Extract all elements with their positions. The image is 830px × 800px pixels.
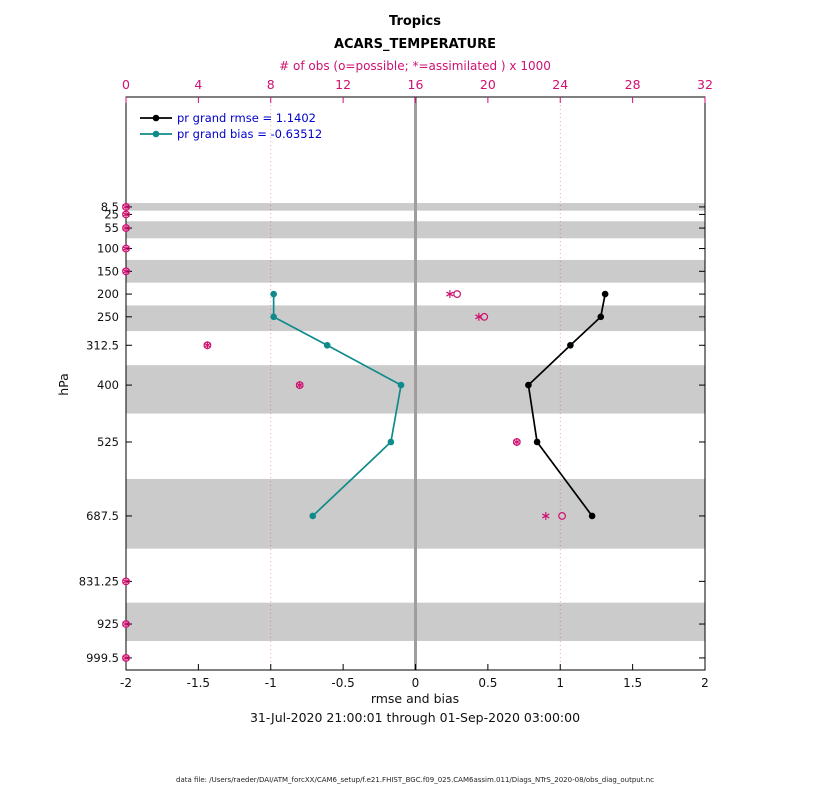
obs-assimilated-marker: [122, 246, 130, 252]
bias-point: [270, 313, 277, 321]
rmse-point: [601, 290, 609, 298]
obs-tick-label: 16: [408, 77, 424, 92]
x-tick-label: 0.5: [478, 676, 497, 690]
obs-assimilated-marker: [295, 382, 304, 388]
y-tick-label: 150: [97, 264, 119, 278]
obs-assimilated-marker: [542, 513, 550, 519]
rmse-point: [533, 438, 541, 446]
y-tick-label: 687.5: [86, 509, 119, 523]
obs-assimilated-marker: [122, 621, 130, 627]
obs-possible-marker: [453, 290, 462, 298]
y-tick-label: 831.25: [79, 574, 119, 588]
y-tick-label: 999.5: [86, 651, 119, 665]
obs-assimilated-marker: [122, 578, 130, 584]
bias-point: [270, 290, 277, 298]
obs-assimilated-marker: [122, 655, 130, 661]
bias-point: [323, 341, 331, 349]
obs-tick-label: 4: [194, 77, 202, 92]
obs-tick-label: 8: [267, 77, 275, 92]
y-tick-label: 250: [97, 310, 119, 324]
date-range-text: 31-Jul-2020 21:00:01 through 01-Sep-2020…: [249, 710, 581, 725]
x-tick-label: 2: [701, 676, 709, 690]
bias-line: [272, 294, 402, 517]
x-tick-label: 1: [556, 676, 564, 690]
obs-tick-label: 28: [625, 77, 641, 92]
bias-point: [309, 512, 317, 520]
plot-subtitle: ACARS_TEMPERATURE: [333, 37, 496, 52]
legend-label: pr grand rmse = 1.1402: [177, 111, 316, 125]
y-tick-label: 8.5: [101, 200, 119, 214]
y-tick-label: 525: [97, 435, 119, 449]
obs-assimilated-marker: [122, 211, 130, 217]
rmse-line: [527, 293, 606, 517]
obs-tick-label: 0: [122, 77, 130, 92]
y-tick-label: 925: [97, 617, 119, 631]
y-tick-label: 25: [104, 207, 119, 221]
x-tick-label: -1: [265, 676, 277, 690]
obs-assimilated-marker: [513, 439, 521, 445]
obs-assimilated-marker: [122, 225, 130, 231]
obs-assimilated-marker: [475, 314, 483, 320]
y-tick-label: 400: [97, 378, 119, 392]
obs-assimilated-marker: [203, 342, 212, 348]
y-tick-label: 55: [104, 221, 119, 235]
x-tick-label: 0: [412, 676, 420, 690]
x-tick-label: -1.5: [187, 676, 210, 690]
bias-point: [397, 381, 405, 389]
rmse-bias-axis-title: rmse and bias: [370, 691, 460, 706]
rmse-point: [588, 512, 596, 520]
obs-assimilated-marker: [446, 291, 454, 297]
obs-possible-marker: [480, 312, 489, 321]
obs-tick-label: 12: [335, 77, 351, 92]
obs-tick-label: 24: [552, 77, 568, 92]
legend-label: pr grand bias = -0.63512: [177, 127, 322, 141]
y-tick-label: 200: [97, 287, 119, 301]
bias-point: [387, 438, 395, 446]
x-tick-label: -0.5: [331, 676, 354, 690]
obs-assimilated-marker: [122, 204, 130, 210]
legend-marker: [152, 114, 160, 122]
rmse-point: [597, 313, 605, 321]
rmse-point: [525, 381, 532, 389]
obs-tick-label: 32: [697, 77, 713, 92]
y-tick-label: 100: [97, 242, 119, 256]
y-tick-label: 312.5: [86, 338, 119, 352]
x-tick-label: -2: [120, 676, 132, 690]
x-tick-label: 1.5: [623, 676, 642, 690]
plot-title: Tropics: [389, 14, 441, 29]
rmse-point: [567, 341, 574, 349]
obs-tick-label: 20: [480, 77, 496, 92]
obs-assimilated-marker: [122, 268, 130, 274]
data-file-footnote: data file: /Users/raeder/DAI/ATM_forcXX/…: [176, 776, 654, 784]
obs-possible-marker: [558, 512, 566, 520]
hpa-axis-title: hPa: [55, 373, 71, 396]
legend-marker: [152, 130, 160, 138]
obs-count-axis-title: # of obs (o=possible; *=assimilated ) x …: [279, 59, 551, 73]
